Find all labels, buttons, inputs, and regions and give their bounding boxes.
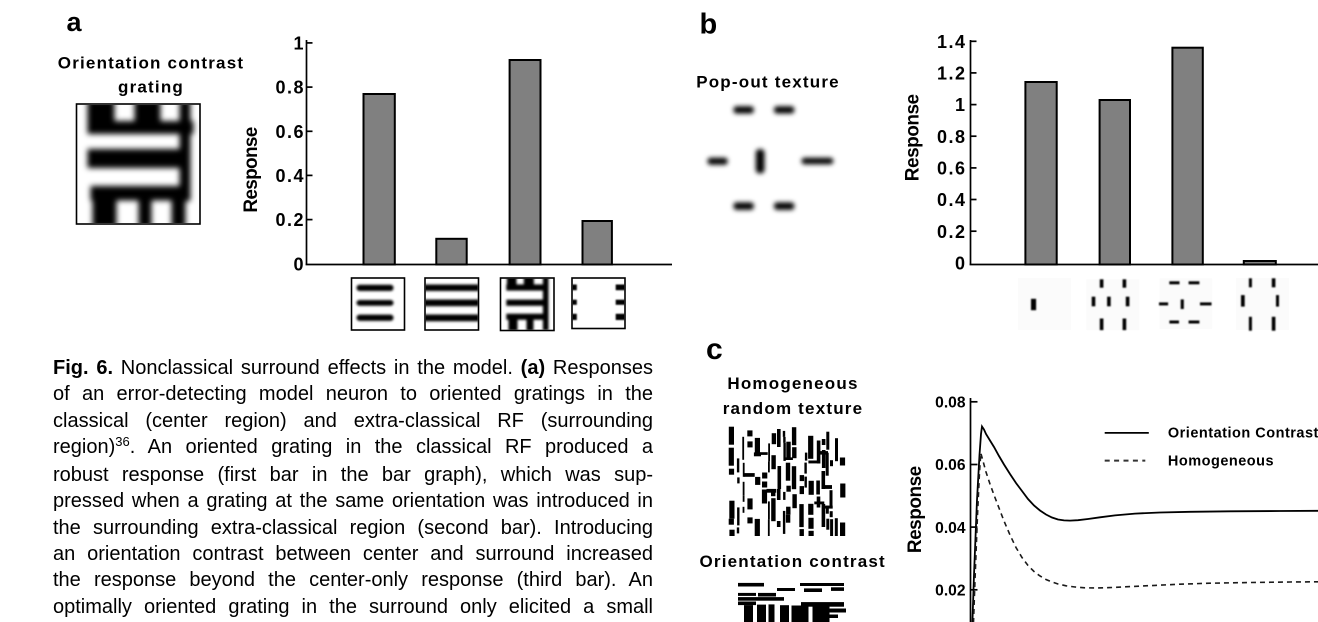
svg-text:grating: grating	[118, 78, 184, 97]
svg-text:Response: Response	[903, 94, 924, 181]
svg-text:1: 1	[293, 34, 305, 54]
svg-text:0.02: 0.02	[935, 583, 966, 600]
svg-text:0: 0	[955, 253, 967, 273]
svg-text:Homogeneous: Homogeneous	[727, 374, 858, 393]
svg-text:0.8: 0.8	[275, 78, 305, 98]
svg-text:Orientation contrast: Orientation contrast	[699, 552, 885, 571]
svg-text:0.04: 0.04	[935, 520, 966, 537]
svg-text:0.4: 0.4	[275, 166, 305, 186]
svg-text:0.6: 0.6	[275, 122, 305, 142]
svg-text:0.2: 0.2	[937, 222, 967, 242]
svg-text:0.4: 0.4	[937, 190, 967, 210]
svg-text:Response: Response	[905, 466, 926, 553]
svg-text:1.4: 1.4	[937, 32, 967, 52]
svg-text:1.2: 1.2	[937, 64, 967, 84]
svg-text:0.08: 0.08	[935, 395, 966, 412]
svg-text:Response: Response	[241, 127, 262, 212]
svg-text:0.8: 0.8	[937, 127, 967, 147]
svg-text:0.6: 0.6	[937, 159, 967, 179]
svg-text:0: 0	[293, 254, 305, 274]
svg-text:a: a	[67, 7, 83, 37]
svg-text:b: b	[700, 9, 718, 41]
svg-text:Orientation contrast: Orientation contrast	[58, 53, 244, 72]
svg-text:c: c	[706, 333, 723, 366]
svg-text:Orientation Contrast: Orientation Contrast	[1168, 426, 1318, 442]
svg-text:random texture: random texture	[723, 399, 864, 418]
svg-text:0.06: 0.06	[935, 457, 966, 474]
svg-text:Pop-out texture: Pop-out texture	[696, 73, 840, 92]
svg-text:Homogeneous: Homogeneous	[1168, 453, 1274, 469]
svg-text:1: 1	[955, 95, 967, 115]
svg-text:0.2: 0.2	[275, 210, 305, 230]
